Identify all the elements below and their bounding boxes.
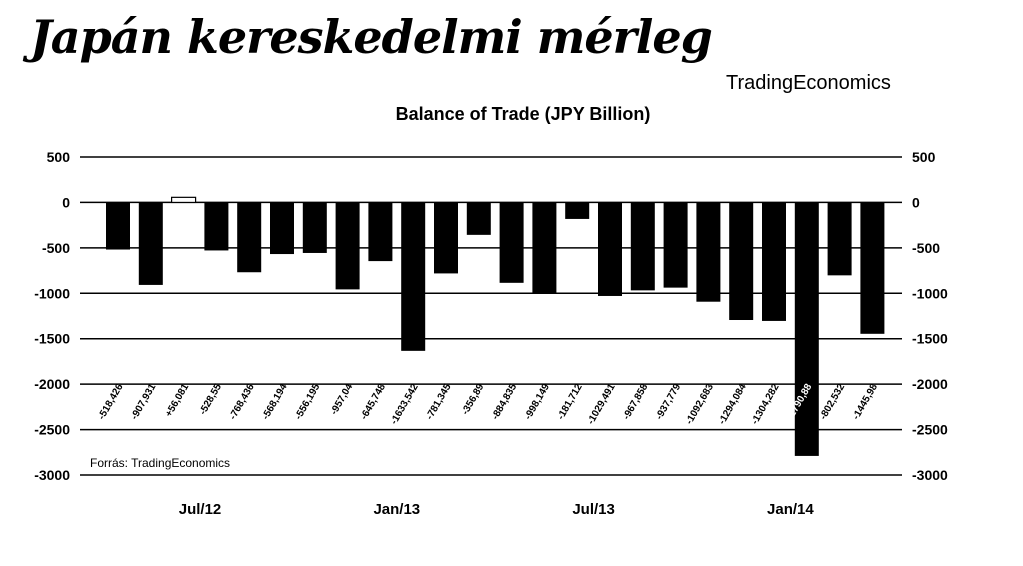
data-label: -967,858 bbox=[621, 382, 650, 422]
y-axis-ticks: 500 500 0 0 -500 -500 -1000 -1000 -1500 -1500 -200… bbox=[34, 149, 948, 483]
data-label: -998,149 bbox=[523, 382, 552, 422]
brand-label: TradingEconomics bbox=[726, 72, 891, 94]
bar bbox=[630, 202, 655, 291]
y-tick-label-left: -1500 bbox=[34, 331, 70, 347]
bar bbox=[499, 202, 524, 283]
y-tick-label-left: -500 bbox=[42, 240, 70, 256]
x-tick-label: Jul/13 bbox=[572, 501, 615, 518]
bar bbox=[663, 202, 688, 288]
data-label: -528,55 bbox=[198, 382, 225, 417]
bar bbox=[106, 202, 130, 250]
y-tick-label-right: -1000 bbox=[912, 285, 948, 301]
y-tick-label-right: 500 bbox=[912, 149, 936, 165]
y-tick-label-right: 0 bbox=[912, 194, 920, 210]
bar bbox=[434, 202, 458, 274]
x-tick-label: Jan/13 bbox=[373, 501, 420, 518]
bar bbox=[171, 196, 197, 204]
data-label: -957,04 bbox=[329, 382, 356, 417]
data-label: -884,835 bbox=[490, 382, 519, 422]
data-label: -1029,491 bbox=[586, 382, 618, 427]
bar bbox=[368, 202, 393, 262]
data-label: -645,748 bbox=[359, 382, 388, 422]
y-tick-label-left: 0 bbox=[62, 194, 70, 210]
data-label: -556,195 bbox=[293, 382, 322, 422]
source-note: Forrás: TradingEconomics bbox=[90, 456, 230, 470]
data-label: -1445,98 bbox=[851, 382, 880, 422]
bar bbox=[598, 202, 622, 296]
bars bbox=[106, 196, 885, 456]
data-label: -1294,084 bbox=[717, 382, 749, 427]
bar bbox=[565, 202, 590, 219]
bar bbox=[466, 202, 491, 235]
data-label: -781,345 bbox=[424, 382, 453, 422]
bar bbox=[302, 202, 327, 253]
y-tick-label-left: -1000 bbox=[34, 285, 70, 301]
bar bbox=[138, 202, 163, 285]
bar bbox=[794, 202, 819, 456]
data-labels: -518,426 -907,931 +56,081 -528,55 -768,436 -5… bbox=[96, 382, 880, 427]
chart-title: Balance of Trade (JPY Billion) bbox=[396, 104, 651, 124]
data-label: -568,194 bbox=[260, 382, 289, 422]
data-label: -518,426 bbox=[96, 382, 125, 422]
data-label: -768,436 bbox=[228, 382, 257, 422]
y-tick-label-right: -500 bbox=[912, 240, 940, 256]
data-label: -356,89 bbox=[460, 382, 487, 417]
bar bbox=[860, 202, 885, 334]
data-label: -937,779 bbox=[654, 382, 683, 422]
x-tick-label: Jan/14 bbox=[767, 501, 814, 518]
data-label: -1304,282 bbox=[750, 382, 782, 427]
bar bbox=[335, 202, 360, 290]
data-label: -802,532 bbox=[818, 382, 847, 422]
y-tick-label-right: -3000 bbox=[912, 467, 948, 483]
bar bbox=[532, 202, 557, 294]
y-tick-label-right: -2500 bbox=[912, 422, 948, 438]
data-label: -907,931 bbox=[129, 382, 158, 422]
bar bbox=[696, 202, 721, 302]
bar bbox=[762, 202, 786, 321]
y-tick-label-left: -2000 bbox=[34, 376, 70, 392]
page-headline: Japán kereskedelmi mérleg bbox=[30, 10, 713, 64]
y-tick-label-right: -1500 bbox=[912, 331, 948, 347]
y-tick-label-left: -2500 bbox=[34, 422, 70, 438]
bar bbox=[237, 202, 262, 273]
bar bbox=[729, 202, 754, 321]
data-label: -1633,542 bbox=[389, 382, 421, 427]
bar bbox=[204, 202, 229, 251]
bar bbox=[270, 202, 294, 255]
bar bbox=[827, 202, 852, 276]
y-tick-label-left: 500 bbox=[47, 149, 71, 165]
data-label: -1092,683 bbox=[684, 382, 716, 427]
x-axis-ticks: Jul/12 Jan/13 Jul/13 Jan/14 bbox=[179, 501, 815, 518]
bar bbox=[401, 202, 426, 351]
data-label: -181,712 bbox=[556, 382, 585, 422]
x-tick-label: Jul/12 bbox=[179, 501, 222, 518]
y-tick-label-right: -2000 bbox=[912, 376, 948, 392]
data-label: +56,081 bbox=[163, 382, 191, 419]
y-tick-label-left: -3000 bbox=[34, 467, 70, 483]
